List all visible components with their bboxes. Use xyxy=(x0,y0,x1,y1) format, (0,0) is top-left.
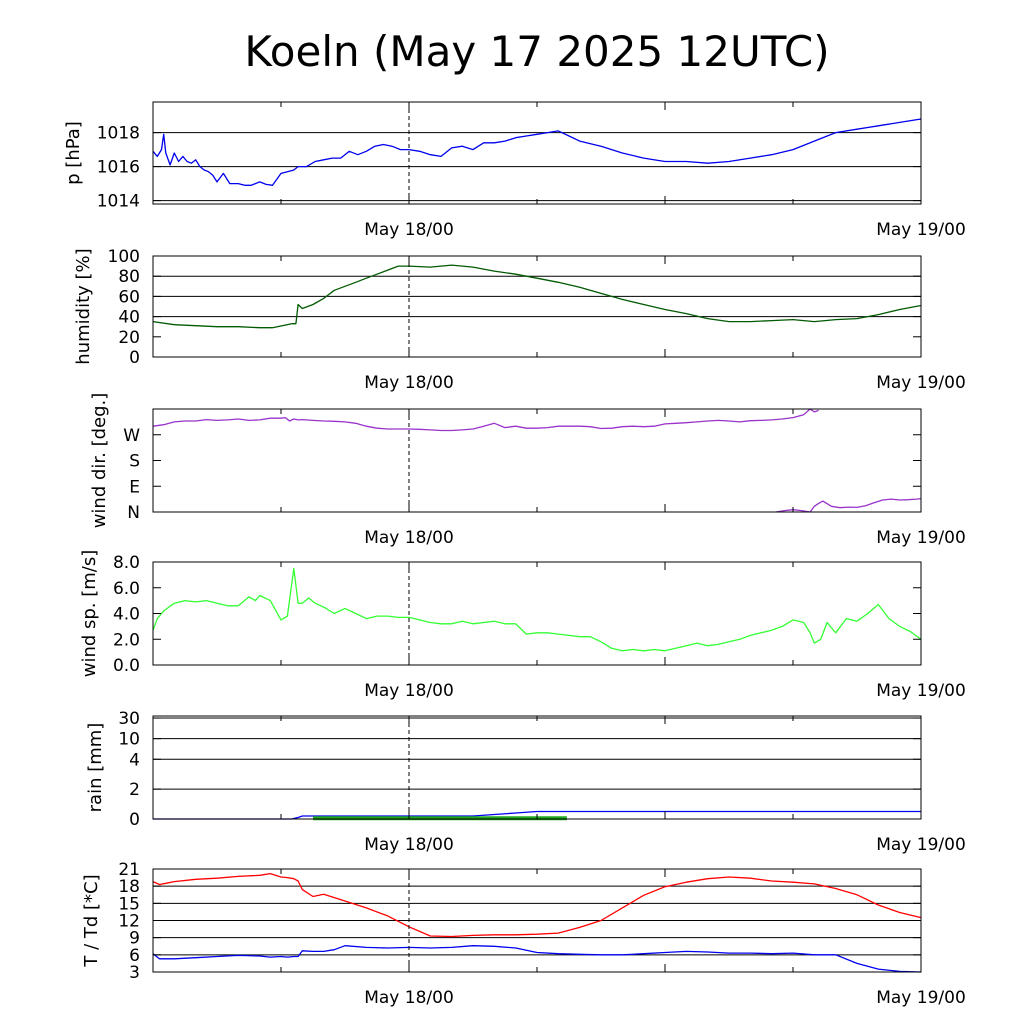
pressure-frame xyxy=(152,101,922,205)
rain-ytick-label: 0 xyxy=(129,810,140,830)
rain-ytick-label: 10 xyxy=(118,730,140,750)
wind-speed-ytick-label: 6.0 xyxy=(113,579,140,599)
pressure-ytick-label: 1016 xyxy=(97,158,140,178)
rain-xtick-label: May 19/00 xyxy=(876,835,966,855)
wind-direction-xtick-label: May 18/00 xyxy=(364,528,454,548)
wind-speed-ylabel: wind sp. [m/s] xyxy=(79,550,100,678)
temperature-ytick-label: 6 xyxy=(129,946,140,966)
wind-direction-ytick-label: N xyxy=(127,503,140,523)
temperature-ytick-label: 18 xyxy=(118,877,140,897)
rain-frame xyxy=(152,715,922,820)
wind-speed-series-0 xyxy=(152,567,922,652)
wind-direction-ytick-label: W xyxy=(123,426,140,446)
humidity-xtick-label: May 19/00 xyxy=(876,373,966,393)
wind-speed-ytick-label: 2.0 xyxy=(113,630,140,650)
humidity-ytick-label: 60 xyxy=(118,287,140,307)
wind-direction-series-0 xyxy=(152,408,819,432)
rain-xtick-label: May 18/00 xyxy=(364,835,454,855)
wind-speed-ytick-label: 0.0 xyxy=(113,656,140,676)
temperature-ytick-label: 9 xyxy=(129,929,140,949)
humidity-ytick-label: 80 xyxy=(118,267,140,287)
humidity-ytick-label: 20 xyxy=(118,328,140,348)
pressure-ylabel: p [hPa] xyxy=(63,121,84,185)
rain-ytick-label: 2 xyxy=(129,780,140,800)
wind-speed-frame xyxy=(152,561,922,666)
humidity-ytick-label: 40 xyxy=(118,308,140,328)
rain-series-0 xyxy=(153,810,921,820)
rain-ytick-label: 30 xyxy=(118,709,140,729)
pressure-ytick-label: 1014 xyxy=(97,192,140,212)
temperature-ytick-label: 21 xyxy=(118,860,140,880)
temperature-series-Td xyxy=(152,945,922,973)
humidity-xtick-label: May 18/00 xyxy=(364,373,454,393)
wind-direction-series-1 xyxy=(775,497,922,513)
wind-speed-xtick-label: May 19/00 xyxy=(876,681,966,701)
humidity-ytick-label: 0 xyxy=(129,348,140,368)
temperature-ytick-label: 15 xyxy=(118,894,140,914)
rain-ylabel: rain [mm] xyxy=(85,723,106,813)
wind-direction-ytick-label: E xyxy=(129,477,140,497)
wind-speed-xtick-label: May 18/00 xyxy=(364,681,454,701)
wind-direction-frame xyxy=(152,408,922,513)
wind-direction-xtick-label: May 19/00 xyxy=(876,528,966,548)
temperature-xtick-label: May 18/00 xyxy=(364,988,454,1008)
wind-direction-ylabel: wind dir. [deg.] xyxy=(89,393,110,529)
wind-speed-ytick-label: 4.0 xyxy=(113,605,140,625)
temperature-series-T xyxy=(152,872,922,938)
rain-ytick-label: 4 xyxy=(129,750,140,770)
temperature-ylabel: T / Td [*C] xyxy=(81,874,102,967)
humidity-ytick-label: 100 xyxy=(108,247,140,267)
wind-direction-ytick-label: S xyxy=(129,452,140,472)
humidity-series-0 xyxy=(152,264,922,329)
humidity-frame xyxy=(152,255,922,358)
temperature-ytick-label: 3 xyxy=(129,963,140,983)
pressure-ytick-label: 1018 xyxy=(97,124,140,144)
pressure-series-0 xyxy=(152,118,922,186)
chart-title: Koeln (May 17 2025 12UTC) xyxy=(244,27,829,76)
pressure-xtick-label: May 18/00 xyxy=(364,220,454,240)
humidity-ylabel: humidity [%] xyxy=(73,248,94,364)
temperature-ytick-label: 12 xyxy=(118,912,140,932)
wind-speed-ytick-label: 8.0 xyxy=(113,553,140,573)
pressure-xtick-label: May 19/00 xyxy=(876,220,966,240)
temperature-xtick-label: May 19/00 xyxy=(876,988,966,1008)
